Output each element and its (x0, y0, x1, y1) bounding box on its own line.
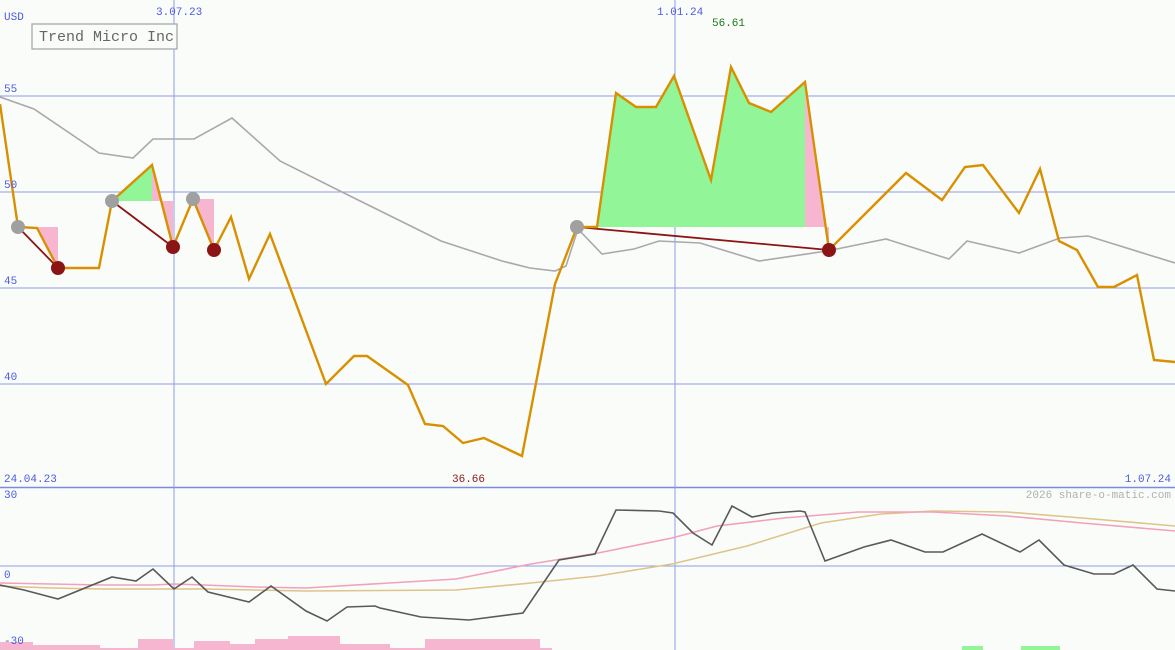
svg-text:0: 0 (4, 570, 11, 582)
svg-text:36.66: 36.66 (452, 474, 485, 486)
svg-text:45: 45 (4, 276, 17, 288)
svg-text:USD: USD (4, 12, 24, 24)
svg-text:Trend Micro Inc: Trend Micro Inc (39, 29, 174, 46)
svg-text:40: 40 (4, 372, 17, 384)
svg-text:55: 55 (4, 84, 17, 96)
svg-text:1.07.24: 1.07.24 (1125, 474, 1172, 486)
svg-text:2026 share-o-matic.com: 2026 share-o-matic.com (1026, 490, 1172, 502)
svg-text:30: 30 (4, 490, 17, 502)
svg-text:24.04.23: 24.04.23 (4, 474, 57, 486)
svg-text:3.07.23: 3.07.23 (156, 7, 202, 19)
svg-text:50: 50 (4, 180, 17, 192)
svg-text:-30: -30 (4, 636, 24, 648)
svg-text:56.61: 56.61 (712, 18, 745, 30)
svg-text:1.01.24: 1.01.24 (657, 7, 704, 19)
